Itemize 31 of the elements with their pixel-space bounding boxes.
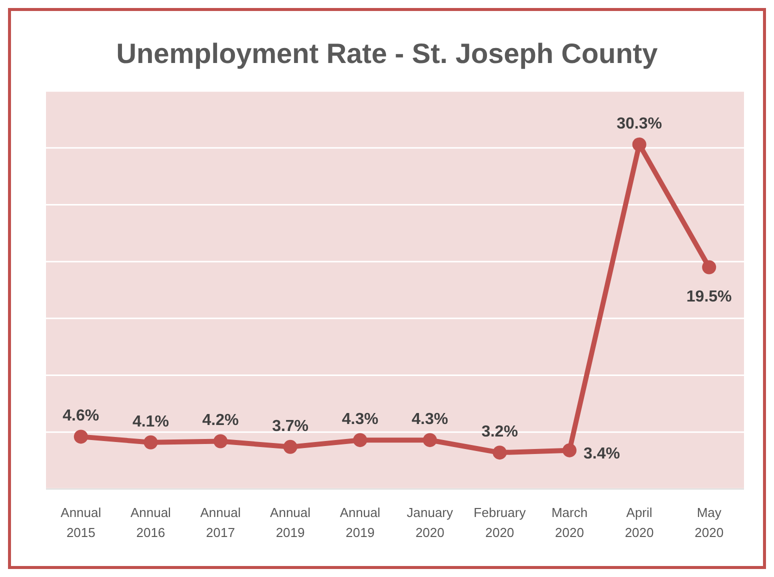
x-tick-label: Annual 2017 — [200, 505, 241, 540]
data-label: 19.5% — [686, 288, 732, 306]
x-tick-label: Annual 2019 — [340, 505, 380, 540]
data-label: 4.3% — [412, 411, 448, 428]
x-tick-label: Annual 2019 — [270, 505, 311, 540]
x-tick-label: Annual 2016 — [130, 505, 172, 540]
data-label: 4.1% — [132, 413, 169, 430]
x-tick-label: February 2020 — [474, 505, 526, 540]
data-label: 4.2% — [202, 412, 239, 430]
point — [74, 430, 88, 444]
x-tick-label: April 2020 — [624, 505, 654, 540]
point — [702, 260, 716, 274]
x-tick-label: May 2020 — [694, 505, 724, 540]
data-label: 4.3% — [342, 411, 378, 428]
point — [353, 433, 368, 448]
data-label: 3.2% — [481, 424, 518, 441]
data-label: 30.3% — [616, 115, 662, 132]
point — [492, 446, 507, 460]
data-label: 3.7% — [272, 418, 309, 435]
x-tick-label: March 2020 — [551, 505, 588, 540]
point — [422, 433, 437, 448]
point — [283, 440, 298, 454]
chart-title: Unemployment Rate - St. Joseph County — [116, 38, 658, 69]
data-label: 3.4% — [584, 445, 620, 462]
x-tick-label: Annual 2015 — [60, 505, 102, 540]
point — [214, 434, 228, 448]
data-label: 4.6% — [62, 408, 100, 425]
point — [144, 435, 158, 450]
x-tick-label: January 2020 — [406, 505, 454, 540]
point — [632, 137, 646, 152]
point — [562, 443, 576, 458]
